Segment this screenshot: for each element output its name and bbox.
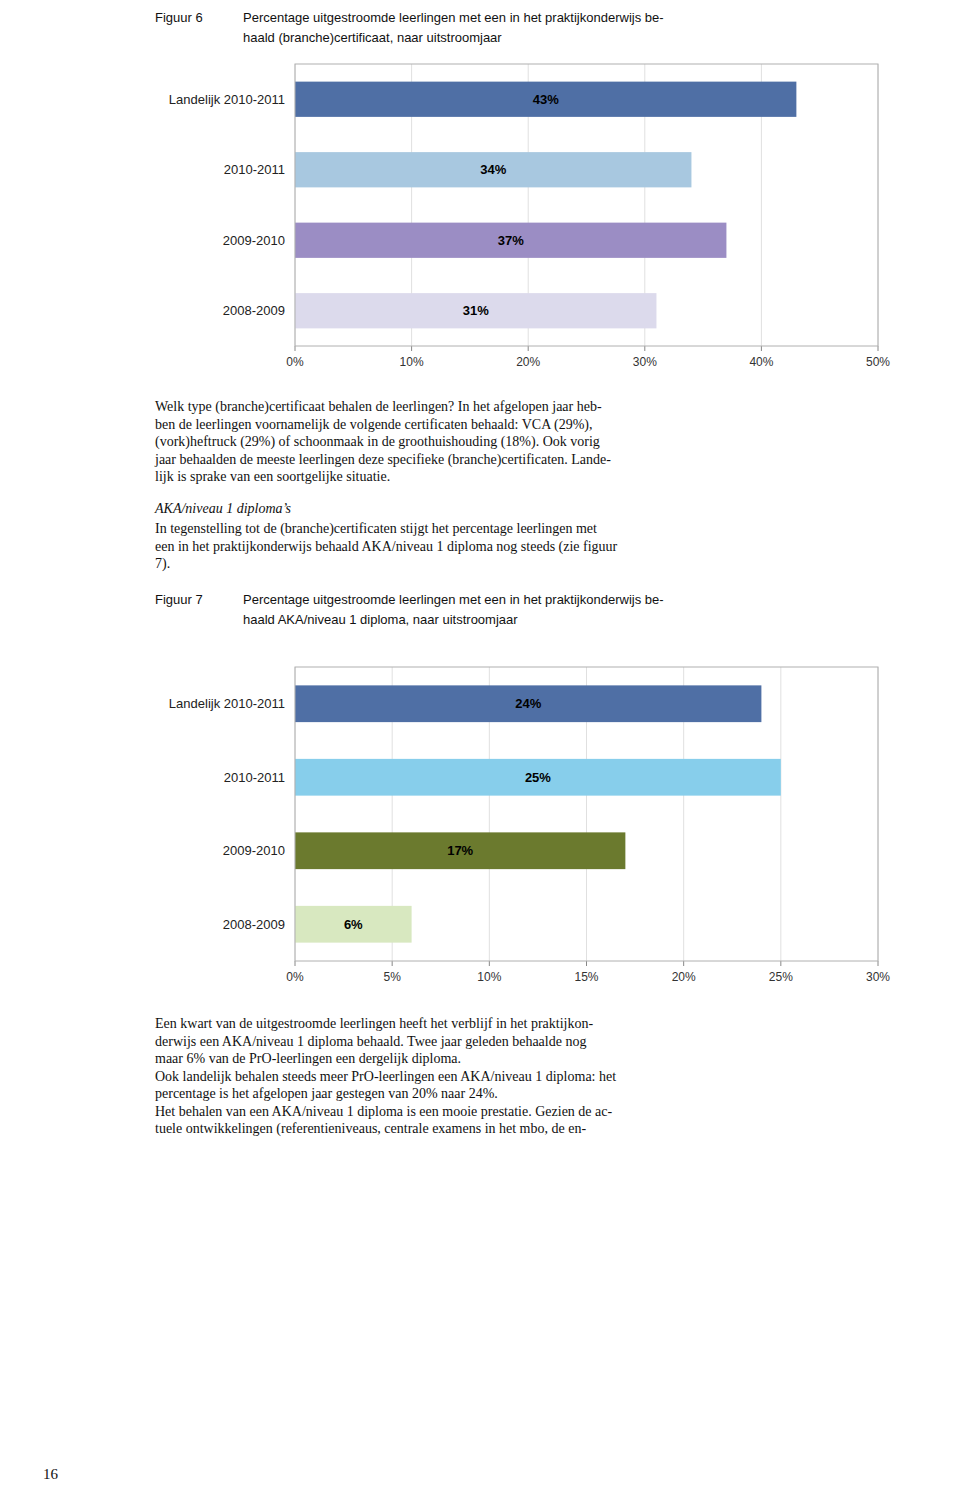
tick-label: 15% <box>574 970 598 984</box>
plot-frame <box>295 667 878 961</box>
chart-subtitle: Percentage uitgestroomde leerlingen met … <box>243 8 664 48</box>
tick-label: 20% <box>672 970 696 984</box>
data-label: 6% <box>344 917 363 932</box>
text-line: tuele ontwikkelingen (referentieniveaus,… <box>155 1120 586 1138</box>
bar-chart: 0% 10% 20% 30% 40% 50% 43% 34% 37% 31% Landelijk 2… <box>155 52 902 380</box>
text-line: 7). <box>155 555 170 573</box>
category-label: 2009-2010 <box>223 843 285 858</box>
page-number: 16 <box>43 1466 58 1484</box>
category-label: 2009-2010 <box>223 233 285 248</box>
text-line: maar 6% van de PrO-leerlingen een dergel… <box>155 1050 461 1068</box>
bar-chart: 0% 5% 10% 15% 20% 25% 30% 24% 25% 17% 6% Landelijk … <box>155 655 902 995</box>
figure-number: Figuur 7 <box>155 590 203 610</box>
text-line: ben de leerlingen voornamelijk de volgen… <box>155 416 592 434</box>
text-line: derwijs een AKA/niveau 1 diploma behaald… <box>155 1033 586 1051</box>
tick-label: 30% <box>866 970 890 984</box>
bar <box>295 832 625 869</box>
tick-label: 20% <box>516 355 540 369</box>
bar <box>295 759 781 796</box>
tick-mark <box>780 961 781 966</box>
tick-mark <box>295 346 296 351</box>
text-line: een in het praktijkonderwijs behaald AKA… <box>155 538 617 556</box>
data-label: 24% <box>515 696 541 711</box>
tick-mark <box>411 346 412 351</box>
data-label: 34% <box>480 162 506 177</box>
data-label: 17% <box>447 843 473 858</box>
bar <box>295 685 761 722</box>
text-line: Het behalen van een AKA/niveau 1 diploma… <box>155 1103 612 1121</box>
tick-mark <box>489 961 490 966</box>
data-label: 43% <box>533 92 559 107</box>
text-line: percentage is het afgelopen jaar gestege… <box>155 1085 498 1103</box>
tick-mark <box>295 961 296 966</box>
figure-number: Figuur 6 <box>155 8 203 28</box>
data-labels: 43% 34% 37% 31% <box>463 92 559 319</box>
tick-mark <box>878 961 879 966</box>
tick-label: 0% <box>286 970 304 984</box>
section-heading: AKA/niveau 1 diploma’s <box>155 500 291 518</box>
category-label: 2008-2009 <box>223 917 285 932</box>
tick-mark <box>683 961 684 966</box>
plot-background <box>295 64 878 346</box>
text-line: Welk type (branche)certificaat behalen d… <box>155 398 602 416</box>
tick-label: 0% <box>286 355 304 369</box>
grid-line <box>780 667 781 961</box>
tick-mark <box>878 346 879 351</box>
tick-mark <box>761 346 762 351</box>
tick-mark <box>392 961 393 966</box>
text-line: (vork)heftruck (29%) of schoonmaak in de… <box>155 433 600 451</box>
bar <box>295 293 656 328</box>
data-label: 37% <box>498 233 524 248</box>
bars <box>295 685 781 942</box>
bars <box>295 82 796 329</box>
category-label: Landelijk 2010-2011 <box>169 696 285 711</box>
plot-background <box>295 667 878 961</box>
text-line: In tegenstelling tot de (branche)certifi… <box>155 520 597 538</box>
tick-mark <box>528 346 529 351</box>
category-label: 2008-2009 <box>223 303 285 318</box>
tick-label: 10% <box>400 355 424 369</box>
tick-mark <box>586 961 587 966</box>
text-line: Ook landelijk behalen steeds meer PrO-le… <box>155 1068 616 1086</box>
plot-frame <box>295 64 878 346</box>
bar <box>295 82 796 117</box>
text-line: jaar behaalden de meeste leerlingen deze… <box>155 451 611 469</box>
tick-label: 10% <box>477 970 501 984</box>
data-label: 25% <box>525 770 551 785</box>
category-label: 2010-2011 <box>224 770 285 785</box>
data-labels: 24% 25% 17% 6% <box>344 696 551 932</box>
tick-label: 25% <box>769 970 793 984</box>
text-line: lijk is sprake van een soortgelijke situ… <box>155 468 390 486</box>
category-label: 2010-2011 <box>224 162 285 177</box>
category-label: Landelijk 2010-2011 <box>169 92 285 107</box>
tick-label: 5% <box>383 970 401 984</box>
data-label: 31% <box>463 303 489 318</box>
bar <box>295 152 691 187</box>
tick-label: 30% <box>633 355 657 369</box>
page: {"chart_data": [ {"type": "bar", "orient… <box>0 0 960 1507</box>
bar <box>295 223 726 258</box>
tick-label: 40% <box>749 355 773 369</box>
tick-mark <box>644 346 645 351</box>
bar <box>295 906 412 943</box>
chart-subtitle: Percentage uitgestroomde leerlingen met … <box>243 590 664 630</box>
text-line: Een kwart van de uitgestroomde leerlinge… <box>155 1015 593 1033</box>
tick-label: 50% <box>866 355 890 369</box>
